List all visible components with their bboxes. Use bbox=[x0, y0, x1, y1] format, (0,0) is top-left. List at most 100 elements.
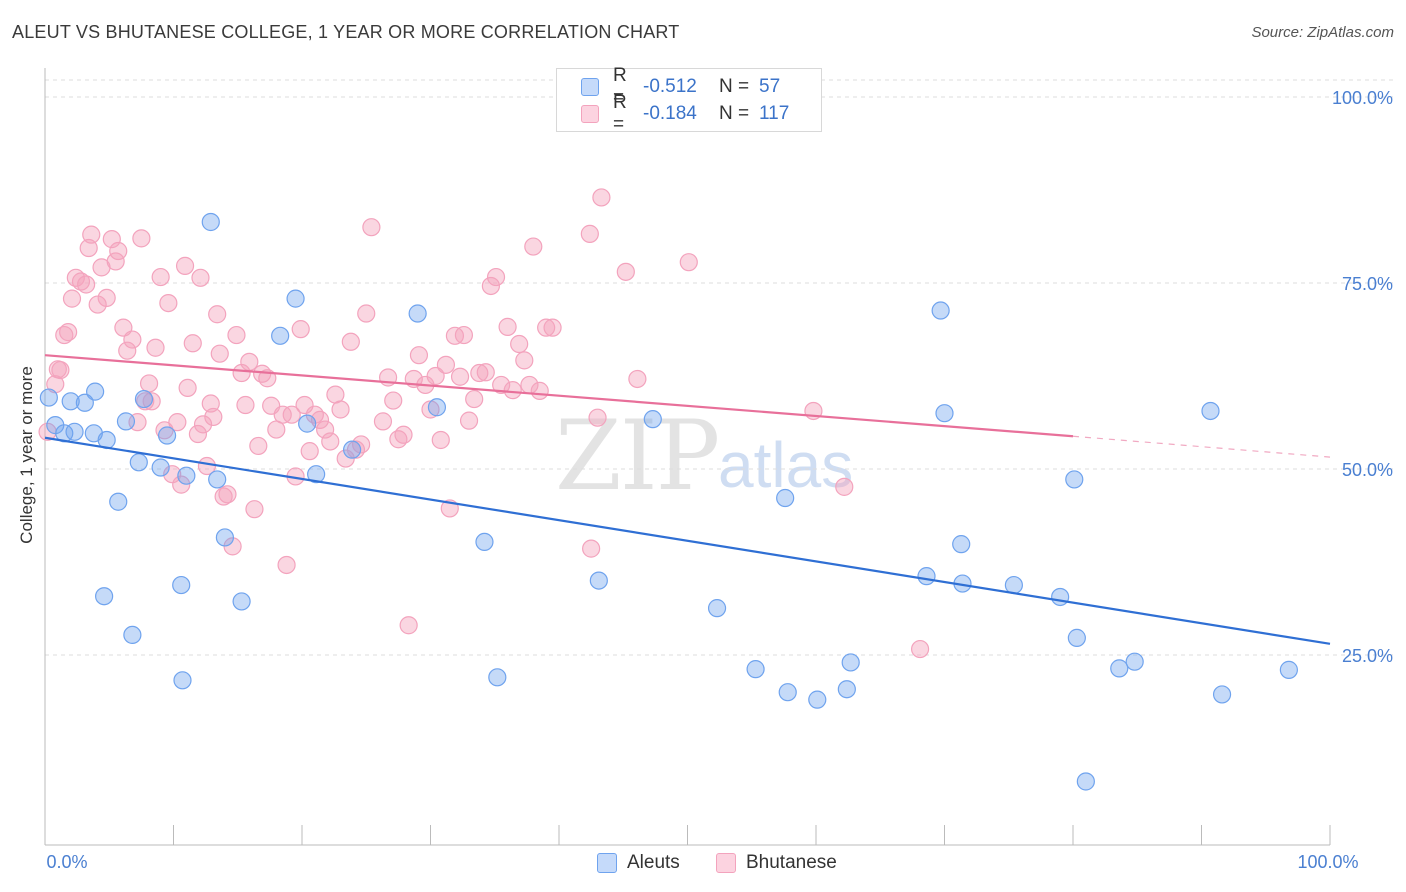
aleuts-point bbox=[286, 289, 305, 308]
bhutanese-point bbox=[394, 425, 413, 444]
source-label: Source: ZipAtlas.com bbox=[1251, 24, 1394, 41]
aleuts-point bbox=[215, 528, 234, 547]
bhutanese-point bbox=[300, 442, 319, 461]
bhutanese-point bbox=[71, 272, 91, 291]
bhutanese-point bbox=[346, 440, 366, 459]
bhutanese-point bbox=[218, 485, 237, 504]
aleuts-point bbox=[173, 671, 192, 690]
aleuts-point bbox=[177, 466, 196, 485]
aleuts-point bbox=[952, 535, 971, 554]
bhutanese-point bbox=[106, 252, 125, 271]
aleuts-point bbox=[343, 440, 362, 459]
bhutanese-point bbox=[835, 477, 854, 496]
bhutanese-point bbox=[193, 415, 213, 434]
legend-n-value: 117 bbox=[759, 103, 790, 124]
legend-swatch-aleuts bbox=[581, 78, 599, 96]
bhutanese-point bbox=[151, 267, 170, 287]
legend-item-bhutanese[interactable]: Bhutanese bbox=[716, 852, 837, 874]
legend-row-aleuts: R = -0.512 N = 57 bbox=[581, 65, 780, 108]
bhutanese-point bbox=[204, 407, 223, 427]
legend-label-aleuts: Aleuts bbox=[627, 852, 680, 873]
aleuts-point bbox=[271, 326, 290, 345]
bhutanese-point bbox=[227, 325, 246, 345]
aleuts-point bbox=[1212, 685, 1232, 704]
bhutanese-point bbox=[201, 394, 220, 413]
legend-swatch-aleuts bbox=[597, 853, 617, 873]
aleuts-point bbox=[931, 301, 950, 320]
bhutanese-point bbox=[373, 412, 393, 431]
bhutanese-point bbox=[178, 378, 197, 398]
aleuts-point bbox=[808, 690, 827, 709]
aleuts-point bbox=[116, 412, 136, 431]
bhutanese-point bbox=[183, 334, 202, 353]
bhutanese-point bbox=[362, 218, 381, 237]
aleuts-point bbox=[134, 389, 154, 409]
aleuts-point bbox=[151, 458, 170, 477]
aleuts-point bbox=[232, 592, 251, 611]
aleuts-point bbox=[841, 653, 860, 672]
legend-n-label: N = bbox=[719, 103, 750, 124]
bhutanese-point bbox=[352, 435, 371, 454]
bhutanese-point bbox=[51, 360, 70, 380]
bhutanese-point bbox=[431, 430, 450, 450]
x-tick-label: 100.0% bbox=[1297, 852, 1358, 872]
aleuts-point bbox=[1279, 660, 1298, 679]
y-tick-label: 75.0% bbox=[1342, 274, 1393, 294]
bhutanese-point bbox=[249, 436, 268, 456]
aleuts-point bbox=[935, 404, 954, 423]
legend-r-label: R = bbox=[613, 65, 627, 108]
legend-item-aleuts[interactable]: Aleuts bbox=[597, 852, 680, 874]
correlation-legend: R = -0.512 N = 57 R = -0.184 N = 117 bbox=[556, 65, 822, 135]
bhutanese-point bbox=[282, 405, 301, 424]
bhutanese-point bbox=[163, 465, 182, 484]
aleuts-point bbox=[1201, 401, 1220, 421]
bhutanese-point bbox=[341, 332, 360, 351]
y-tick-label: 100.0% bbox=[1332, 88, 1393, 108]
bhutanese-point bbox=[592, 188, 611, 207]
bhutanese-point bbox=[336, 449, 355, 468]
aleuts-trend-line bbox=[44, 436, 1331, 645]
bhutanese-point bbox=[155, 421, 174, 440]
legend-r-value: -0.512 bbox=[643, 76, 697, 97]
bhutanese-point bbox=[59, 323, 78, 342]
bhutanese-point bbox=[537, 318, 556, 337]
aleuts-point bbox=[129, 453, 148, 472]
watermark-zip: ZIP bbox=[555, 400, 720, 512]
aleuts-point bbox=[1065, 470, 1084, 489]
bhutanese-point bbox=[476, 363, 495, 382]
bhutanese-point bbox=[357, 304, 376, 323]
bhutanese-point bbox=[465, 389, 484, 409]
bhutanese-point bbox=[384, 391, 403, 410]
bhutanese-trend-extension bbox=[1072, 435, 1331, 458]
bhutanese-point bbox=[510, 334, 529, 354]
aleuts-point bbox=[1051, 587, 1070, 607]
y-tick-label: 50.0% bbox=[1342, 460, 1393, 480]
series-legend: Aleuts Bhutanese bbox=[0, 852, 1406, 878]
aleuts-point bbox=[123, 625, 142, 645]
bhutanese-point bbox=[503, 381, 522, 400]
bhutanese-point bbox=[530, 381, 549, 400]
bhutanese-point bbox=[588, 408, 607, 427]
chart-title: ALEUT VS BHUTANESE COLLEGE, 1 YEAR OR MO… bbox=[12, 22, 680, 42]
bhutanese-point bbox=[481, 276, 500, 296]
bhutanese-point bbox=[454, 325, 474, 345]
aleuts-point bbox=[589, 571, 608, 590]
legend-swatch-bhutanese bbox=[716, 853, 736, 873]
aleuts-point bbox=[776, 488, 795, 508]
bhutanese-point bbox=[191, 268, 210, 287]
y-tick-label: 25.0% bbox=[1342, 646, 1393, 666]
aleuts-point bbox=[109, 492, 128, 511]
aleuts-point bbox=[1110, 659, 1129, 678]
bhutanese-point bbox=[470, 363, 489, 383]
aleuts-point bbox=[488, 668, 507, 687]
aleuts-point bbox=[298, 414, 317, 433]
bhutanese-point bbox=[188, 424, 208, 444]
bhutanese-point bbox=[331, 400, 350, 419]
bhutanese-point bbox=[515, 351, 534, 370]
bhutanese-point bbox=[132, 229, 151, 248]
aleuts-point bbox=[201, 212, 220, 232]
bhutanese-point bbox=[168, 413, 187, 432]
bhutanese-point bbox=[524, 237, 543, 256]
bhutanese-point bbox=[409, 346, 429, 365]
